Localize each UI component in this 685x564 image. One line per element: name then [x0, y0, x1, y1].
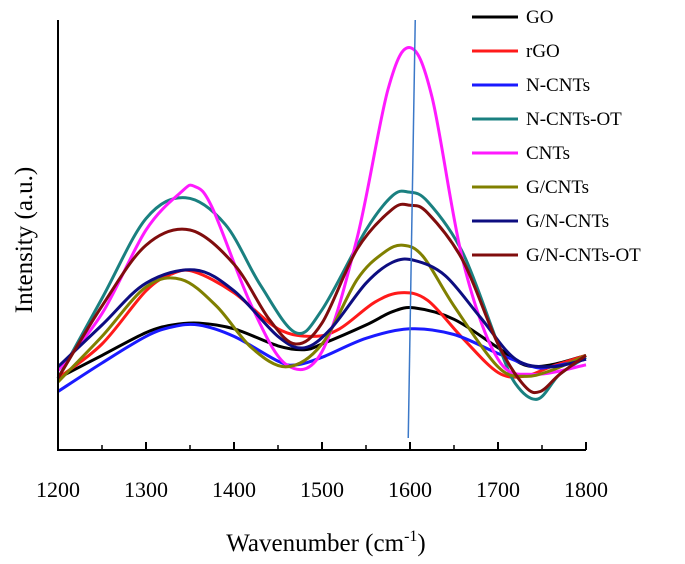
x-axis-title-sup: -1 — [404, 528, 417, 545]
y-axis-title: Intensity (a.u.) — [11, 167, 38, 313]
legend-label-g-n-cnts: G/N-CNTs — [526, 211, 609, 232]
x-tick-label-1700: 1700 — [476, 477, 520, 502]
plot-lines — [56, 46, 587, 401]
series-line-g-n-cnts-ot — [56, 202, 587, 395]
x-axis-title-end: ) — [417, 530, 425, 557]
x-axis-title-main: Wavenumber (cm — [226, 530, 404, 557]
legend-label-cnts: CNTs — [526, 143, 570, 164]
x-tick-label-1600: 1600 — [388, 477, 432, 502]
legend-label-g-cnts: G/CNTs — [526, 177, 589, 198]
legend-label-n-cnts-ot: N-CNTs-OT — [526, 109, 622, 130]
legend-label-g-n-cnts-ot: G/N-CNTs-OT — [526, 245, 641, 266]
series-line-g-cnts — [56, 243, 587, 384]
x-axis-title: Wavenumber (cm-1) — [226, 528, 425, 557]
x-axis-ticks — [57, 442, 587, 450]
legend-label-n-cnts: N-CNTs — [526, 75, 590, 96]
legend: GO rGO N-CNTs N-CNTs-OT CNTs G/CNTs G/N-CNTs G/… — [472, 7, 641, 266]
x-tick-label-1800: 1800 — [564, 477, 608, 502]
x-axis-tick-labels: 1200 1300 1400 1500 1600 1700 1800 — [36, 477, 608, 502]
legend-label-go: GO — [526, 7, 553, 28]
x-tick-label-1400: 1400 — [212, 477, 256, 502]
reference-line-1598 — [407, 19, 416, 439]
x-tick-label-1500: 1500 — [300, 477, 344, 502]
series-line-g-n-cnts — [56, 257, 587, 369]
x-tick-label-1300: 1300 — [124, 477, 168, 502]
series-line-n-cnts-ot — [56, 189, 587, 401]
legend-label-rgo: rGO — [526, 41, 560, 62]
x-tick-label-1200: 1200 — [36, 477, 80, 502]
